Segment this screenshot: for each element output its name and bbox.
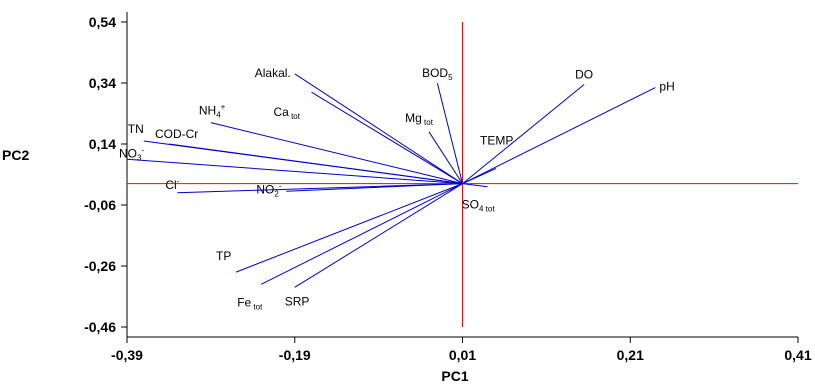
label-no2: NO2-	[256, 181, 281, 198]
vector-cod-cr	[168, 143, 463, 185]
y-tick-label: 0,34	[89, 75, 116, 91]
label-cl: Cl-	[165, 177, 179, 192]
y-ticks: 0,54 0,34 0,14 -0,06 -0,26 -0,46	[84, 14, 127, 335]
vector-so4-tot	[462, 183, 488, 188]
label-do: DO	[575, 68, 593, 82]
vector-tp	[235, 183, 463, 273]
y-tick-label: -0,46	[84, 319, 116, 335]
reference-lines	[127, 22, 798, 327]
vector-bod5	[436, 82, 463, 184]
vector-do	[462, 84, 585, 185]
label-so4-tot: SO4 tot	[462, 198, 496, 214]
x-axis-title: PC1	[441, 368, 468, 384]
x-tick-label: 0,41	[784, 347, 811, 363]
label-srp: SRP	[285, 294, 310, 308]
x-tick-label: 0,21	[617, 347, 644, 363]
x-tick-label: -0,39	[111, 347, 143, 363]
loading-vectors	[126, 73, 656, 288]
label-ca-tot: Ca tot	[274, 105, 301, 121]
label-bod5: BOD5	[422, 66, 453, 82]
x-tick-label: -0,19	[279, 347, 311, 363]
label-nh4: NH4+	[199, 103, 226, 120]
label-alakal: Alakal.	[255, 66, 291, 80]
label-no3: NO3-	[119, 145, 144, 162]
label-ph: pH	[659, 80, 674, 94]
vector-mg-tot	[428, 131, 463, 184]
label-temp: TEMP	[480, 133, 513, 147]
y-tick-label: -0,26	[84, 258, 116, 274]
y-tick-label: 0,14	[89, 136, 116, 152]
vector-ph	[462, 87, 656, 185]
variable-labels: Alakal. Ca tot NH4+ BOD5 DO pH Mg tot TN COD-Cr N…	[119, 66, 675, 311]
vector-temp	[462, 167, 497, 185]
label-tn: TN	[128, 122, 144, 136]
vector-cl	[177, 183, 463, 194]
vector-no2	[286, 183, 463, 192]
label-fe-tot: Fe tot	[237, 295, 263, 311]
label-cod-cr: COD-Cr	[155, 127, 198, 141]
x-ticks: -0,39 -0,19 0,01 0,21 0,41	[111, 337, 812, 363]
x-tick-label: 0,01	[449, 347, 476, 363]
label-mg-tot: Mg tot	[405, 111, 434, 127]
y-tick-label: -0,06	[84, 197, 116, 213]
vector-nh4	[210, 122, 463, 185]
vector-srp	[294, 183, 463, 288]
y-tick-label: 0,54	[89, 14, 116, 30]
y-axis-title: PC2	[2, 147, 29, 163]
vector-fe-tot	[260, 183, 463, 285]
vector-no3	[126, 158, 463, 185]
vector-alakal	[294, 73, 463, 185]
label-tp: TP	[216, 249, 231, 263]
vector-ca-tot	[311, 91, 463, 185]
